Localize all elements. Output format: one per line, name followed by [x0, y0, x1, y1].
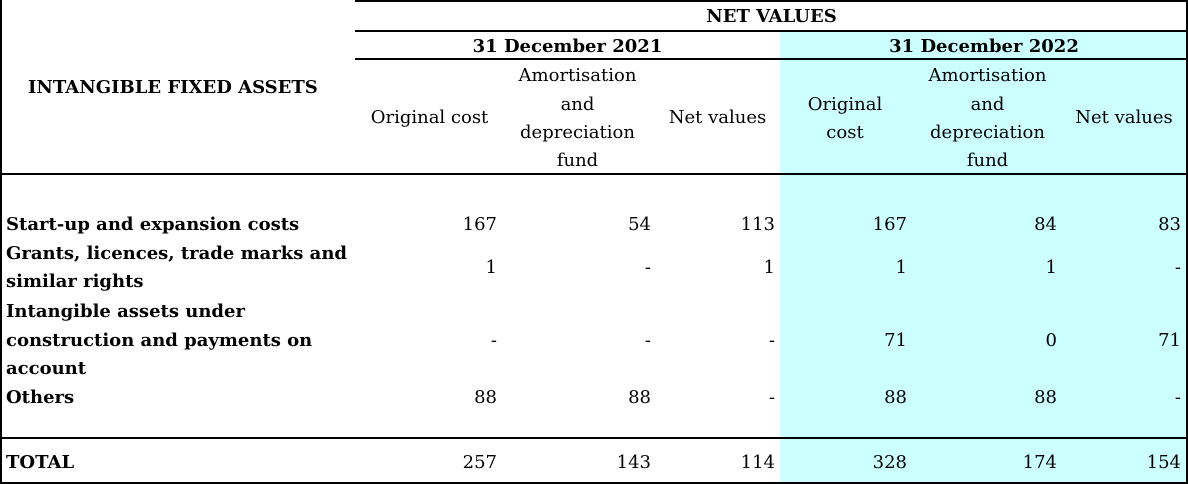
total-cell: 328: [872, 452, 907, 473]
row-label: Others: [6, 387, 75, 408]
group-title: NET VALUES: [706, 6, 837, 27]
col-amort-2022-line3: depreciation: [930, 122, 1045, 143]
table-cell: 71: [884, 330, 907, 351]
table-cell: 167: [462, 214, 497, 235]
total-cell: 257: [462, 452, 497, 473]
table-cell: 1: [895, 257, 907, 278]
period-underline-2021: [355, 58, 780, 60]
period-label-2021: 31 December 2021: [472, 36, 663, 57]
2022-highlight-band: [780, 31, 1187, 483]
table-cell: 84: [1034, 214, 1057, 235]
total-cell: 174: [1022, 452, 1057, 473]
col-amort-2022-line4: fund: [966, 150, 1009, 171]
col-original-line1-2022: Original: [807, 94, 883, 115]
total-label: TOTAL: [6, 452, 75, 473]
table-cell: -: [1174, 257, 1181, 278]
table-cell: -: [1174, 387, 1181, 408]
top-border: [355, 0, 1188, 2]
table-cell: 1: [485, 257, 497, 278]
section-title: INTANGIBLE FIXED ASSETS: [28, 77, 318, 98]
row-label: Start-up and expansion costs: [6, 214, 300, 235]
period-label-2022: 31 December 2022: [889, 36, 1079, 57]
col-original-cost-2021: Original cost: [370, 107, 489, 128]
row-label: construction and payments on: [6, 330, 313, 351]
table-cell: 88: [628, 387, 651, 408]
total-top-rule: [0, 437, 1188, 439]
total-cell: 114: [740, 452, 775, 473]
row-label: account: [6, 358, 87, 379]
col-amort-2021-line3: depreciation: [520, 122, 635, 143]
col-net-values-2021: Net values: [668, 107, 767, 128]
table-cell: 167: [872, 214, 907, 235]
table-cell: 1: [763, 257, 775, 278]
col-amort-2021-line1: Amortisation: [518, 65, 637, 86]
table-cell: -: [644, 330, 651, 351]
period-underline-2022: [780, 58, 1188, 60]
col-amort-2022-line2: and: [970, 94, 1005, 115]
col-amort-2021-line2: and: [560, 94, 595, 115]
table-cell: 1: [1045, 257, 1057, 278]
header-bottom-rule: [0, 173, 1188, 175]
net-values-underline: [355, 30, 1188, 32]
row-label: Grants, licences, trade marks and: [6, 243, 348, 264]
table-cell: 54: [628, 214, 651, 235]
total-cell: 143: [616, 452, 651, 473]
total-cell: 154: [1146, 452, 1181, 473]
table-cell: 88: [474, 387, 497, 408]
table-cell: 113: [740, 214, 775, 235]
table-cell: -: [768, 387, 775, 408]
col-original-line2-2022: cost: [826, 122, 864, 143]
right-border: [1186, 0, 1188, 484]
table-cell: -: [490, 330, 497, 351]
table-cell: -: [644, 257, 651, 278]
col-net-values-2022: Net values: [1075, 107, 1173, 128]
table-cell: 88: [1034, 387, 1057, 408]
col-amort-2022-line1: Amortisation: [928, 65, 1047, 86]
table-cell: 83: [1158, 214, 1181, 235]
col-amort-2021-line4: fund: [556, 150, 599, 171]
table-cell: 88: [884, 387, 907, 408]
row-label: similar rights: [6, 271, 144, 292]
row-label: Intangible assets under: [6, 301, 245, 322]
left-border: [0, 0, 2, 484]
bottom-border: [0, 482, 1188, 484]
table-cell: 0: [1045, 330, 1057, 351]
table-cell: 71: [1158, 330, 1181, 351]
table-cell: -: [768, 330, 775, 351]
